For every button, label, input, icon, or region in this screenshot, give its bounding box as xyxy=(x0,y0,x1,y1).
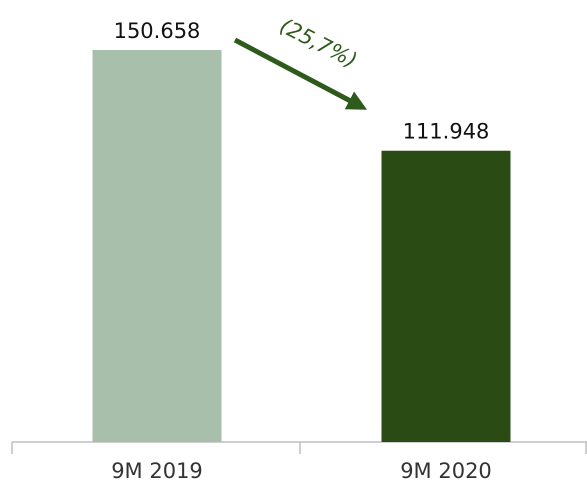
bar xyxy=(92,50,222,442)
bar xyxy=(381,150,511,442)
x-tick-label: 9M 2019 xyxy=(111,459,203,483)
data-label: 111.948 xyxy=(403,120,490,144)
change-arrow xyxy=(233,37,368,110)
data-label: 150.658 xyxy=(114,19,201,43)
change-annotation: (25,7%) xyxy=(276,14,361,73)
x-tick-label: 9M 2020 xyxy=(400,459,492,483)
